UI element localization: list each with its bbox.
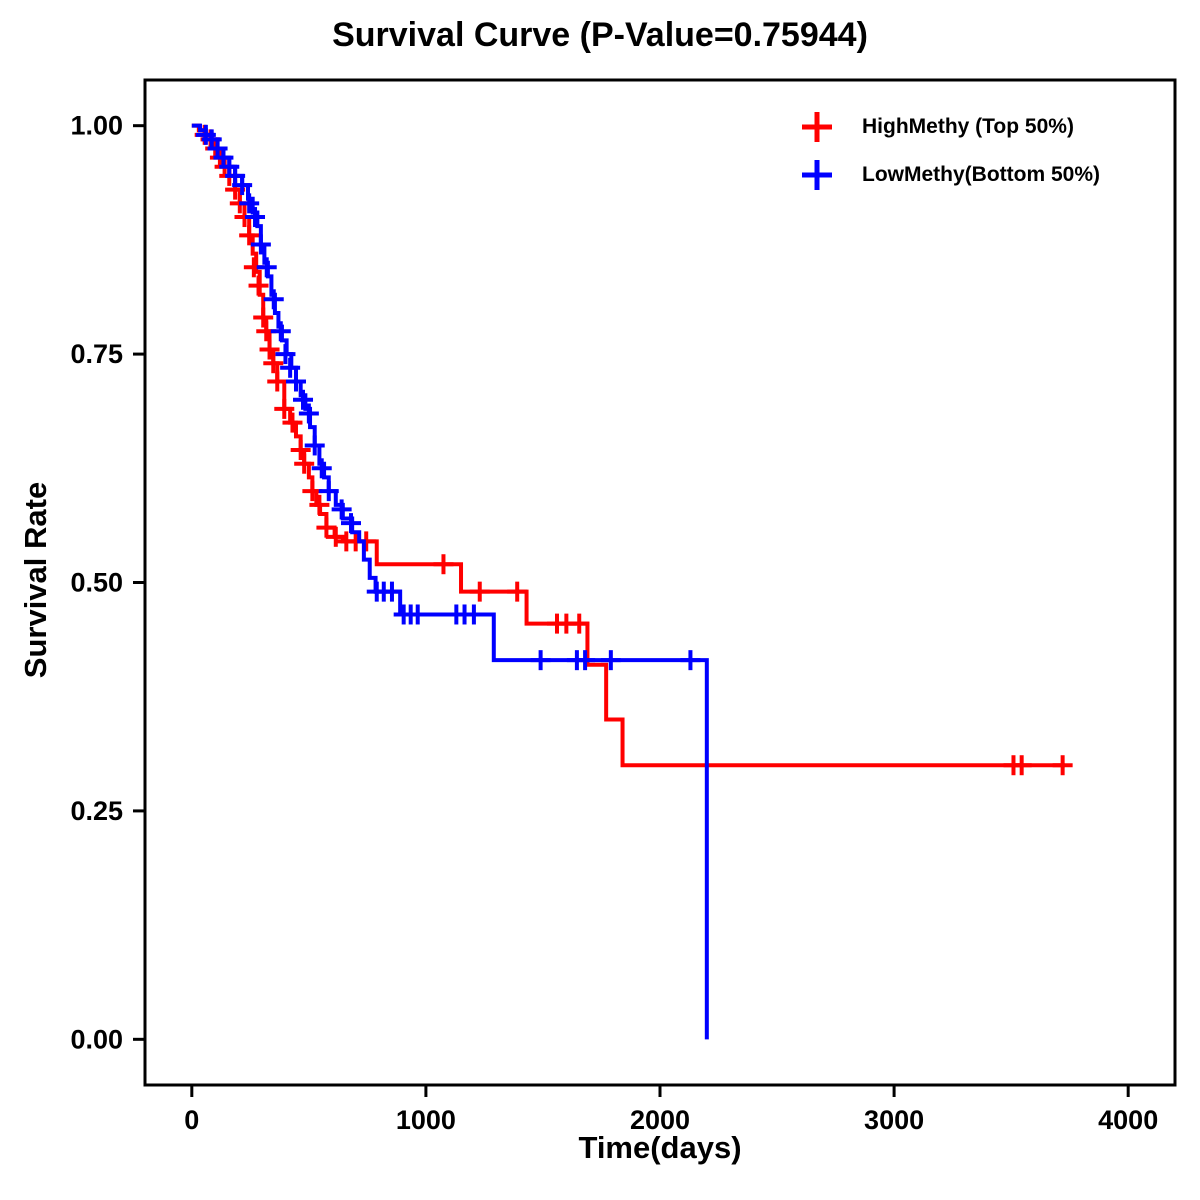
x-tick-label: 1000 (396, 1105, 456, 1135)
y-tick-label: 0.50 (70, 568, 123, 598)
chart-title: Survival Curve (P-Value=0.75944) (332, 16, 868, 54)
x-tick-label: 3000 (864, 1105, 924, 1135)
plus-marker-icon (802, 112, 832, 142)
legend-label-highmethy: HighMethy (Top 50%) (862, 115, 1074, 138)
x-tick-label: 0 (184, 1105, 199, 1135)
x-tick-label: 2000 (630, 1105, 690, 1135)
x-tick-label: 4000 (1098, 1105, 1158, 1135)
y-tick-label: 0.00 (70, 1024, 123, 1054)
x-axis-label: Time(days) (578, 1130, 742, 1165)
y-tick-label: 1.00 (70, 111, 123, 141)
survival-curve-1 (191, 123, 709, 1040)
plus-marker-icon (802, 160, 832, 190)
legend-item-highmethy: HighMethy (Top 50%) (798, 110, 1100, 144)
y-tick-label: 0.75 (70, 339, 123, 369)
plot-border (143, 78, 1177, 1087)
legend: HighMethy (Top 50%) LowMethy(Bottom 50%) (798, 110, 1100, 192)
legend-item-lowmethy: LowMethy(Bottom 50%) (798, 158, 1100, 192)
legend-label-lowmethy: LowMethy(Bottom 50%) (862, 163, 1100, 186)
y-tick-label: 0.25 (70, 796, 123, 826)
